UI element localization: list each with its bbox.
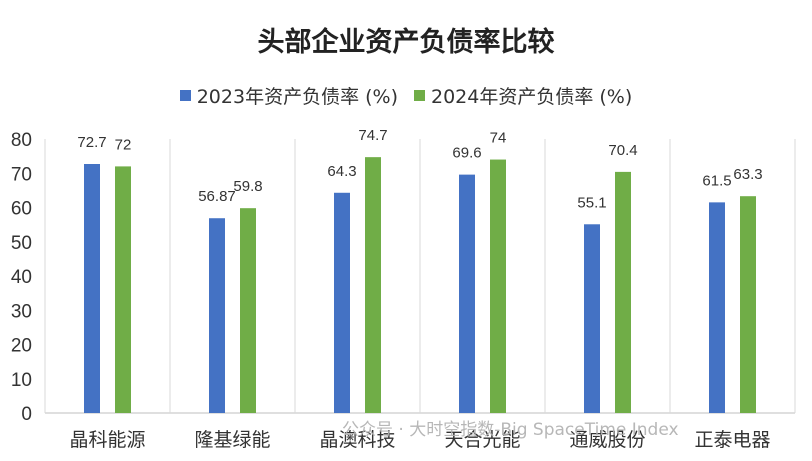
chart-title: 头部企业资产负债率比较: [257, 27, 555, 58]
y-tick-label: 30: [11, 301, 32, 322]
data-label-2024: 72: [115, 136, 132, 153]
bar-2024: [365, 157, 381, 413]
bar-2024: [240, 208, 256, 413]
bar-2023: [84, 164, 100, 413]
y-tick-label: 70: [11, 164, 32, 185]
y-tick-label: 20: [11, 336, 32, 357]
bar-2024: [490, 159, 506, 413]
bar-2024: [615, 171, 631, 413]
legend-label-2024: 2024年资产负债率 (%): [431, 86, 633, 108]
watermark-text: 公众号 · 大时空指数-Big SpaceTime Index: [342, 420, 679, 440]
bar-2024: [115, 166, 131, 413]
data-label-2024: 74: [490, 130, 507, 147]
bar-2023: [459, 174, 475, 413]
x-tick-label: 晶科能源: [69, 429, 145, 451]
bar-2023: [584, 224, 600, 413]
x-tick-label: 隆基绿能: [194, 429, 270, 451]
y-tick-label: 60: [11, 199, 32, 220]
legend-item-2023: 2023年资产负债率 (%): [179, 82, 398, 109]
legend: 2023年资产负债率 (%) 2024年资产负债率 (%): [0, 82, 812, 109]
x-tick-label: 正泰电器: [694, 429, 770, 451]
data-label-2023: 56.87: [198, 188, 236, 205]
data-label-2023: 72.7: [77, 134, 106, 151]
data-label-2023: 64.3: [327, 163, 356, 180]
x-tick-label: 晶澳科技: [319, 429, 395, 451]
bar-2023: [209, 218, 225, 413]
legend-label-2023: 2023年资产负债率 (%): [196, 86, 398, 108]
data-label-2023: 55.1: [577, 194, 606, 211]
x-tick-label: 通威股份: [569, 429, 645, 451]
data-label-2024: 63.3: [733, 166, 762, 183]
y-tick-label: 0: [21, 404, 32, 425]
legend-swatch-2024: [414, 90, 425, 101]
x-tick-label: 天合光能: [444, 429, 520, 451]
data-label-2024: 59.8: [233, 178, 262, 195]
data-label-2023: 69.6: [452, 145, 481, 162]
y-tick-label: 80: [11, 130, 32, 151]
data-label-2023: 61.5: [702, 172, 731, 189]
legend-item-2024: 2024年资产负债率 (%): [414, 82, 632, 109]
bar-2023: [334, 192, 350, 413]
bar-2024: [740, 196, 756, 413]
y-tick-label: 10: [11, 370, 32, 391]
data-label-2024: 74.7: [358, 127, 387, 144]
bar-2023: [709, 202, 725, 413]
y-tick-label: 50: [11, 233, 32, 254]
legend-swatch-2023: [179, 90, 191, 101]
data-label-2024: 70.4: [608, 142, 637, 159]
y-tick-label: 40: [11, 267, 32, 288]
